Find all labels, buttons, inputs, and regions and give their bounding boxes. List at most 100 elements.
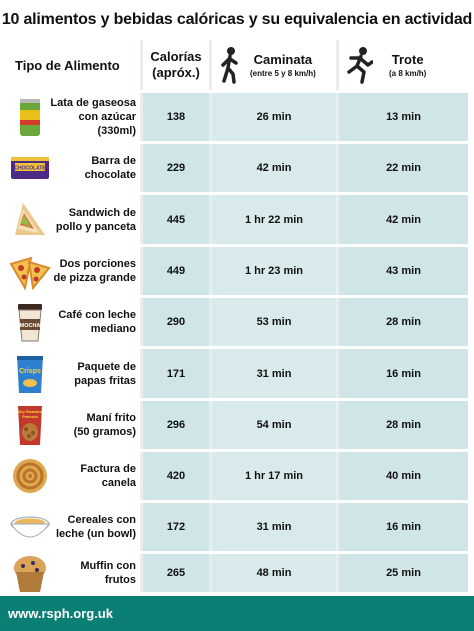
jog-cell: 25 min	[339, 554, 468, 592]
footer-url[interactable]: www.rsph.org.uk	[8, 606, 113, 621]
pizza-icon	[9, 256, 51, 291]
food-label-line1: Café con leche	[58, 309, 136, 321]
footer-bar: www.rsph.org.uk	[0, 596, 474, 631]
walk-cell: 1 hr 23 min	[212, 247, 336, 295]
walk-cell: 48 min	[212, 554, 336, 592]
calories-cell: 296	[143, 401, 209, 449]
chocolate-wrapper-text: CHOCOLATE	[14, 166, 46, 172]
food-label: Muffin con frutos	[50, 559, 136, 587]
jog-cell: 43 min	[339, 247, 468, 295]
food-cell: CHOCOLATE Barra de chocolate	[6, 144, 140, 192]
row-separator	[6, 295, 468, 298]
jog-cell: 13 min	[339, 93, 468, 141]
running-person-icon	[347, 47, 373, 84]
food-label: Café con leche mediano	[58, 308, 136, 336]
header-calories: Calorías (apróx.)	[143, 40, 209, 90]
calories-cell: 138	[143, 93, 209, 141]
coffee-sleeve-text: MOCHA	[20, 323, 41, 329]
walk-cell: 1 hr 17 min	[212, 452, 336, 500]
calories-cell: 265	[143, 554, 209, 592]
walk-cell: 42 min	[212, 144, 336, 192]
peanuts-bag-text-line2: Peanuts	[22, 414, 38, 419]
calories-cell: 290	[143, 298, 209, 346]
table-row: Sandwich de pollo y panceta 445 1 hr 22 …	[6, 195, 468, 244]
row-separator	[6, 244, 468, 247]
header-calories-line1: Calorías	[150, 49, 202, 64]
table-row: Factura de canela 420 1 hr 17 min 40 min	[6, 452, 468, 500]
jog-cell: 40 min	[339, 452, 468, 500]
chips-bag-text: Crisps	[19, 368, 41, 375]
header-jog: Trote (a 8 km/h)	[339, 40, 468, 90]
food-label-line1: Paquete de	[77, 360, 136, 373]
calories-cell: 445	[143, 195, 209, 244]
calories-cell: 172	[143, 503, 209, 551]
header-walk-label: Caminata	[253, 51, 313, 67]
food-label-line2: mediano	[90, 323, 136, 335]
food-label-line1: Maní frito	[86, 412, 137, 424]
header-food: Tipo de Alimento	[6, 40, 140, 90]
food-cell: Lata de gaseosa con azúcar (330ml)	[6, 93, 140, 141]
coffee-cup-icon: MOCHA	[18, 304, 42, 342]
food-label-line2: chocolate	[84, 169, 136, 181]
calories-cell: 229	[143, 144, 209, 192]
header-walk-text: Caminata (entre 5 y 8 km/h)	[250, 52, 316, 79]
sandwich-icon	[15, 202, 45, 235]
muffin-icon	[14, 556, 46, 592]
food-cell: Dos porciones de pizza grande	[6, 247, 140, 295]
row-separator	[6, 192, 468, 195]
food-label-line2: pollo y panceta	[55, 220, 136, 233]
food-label-line1: Barra de	[91, 155, 136, 167]
table-row: Cereales con leche (un bowl) 172 31 min …	[6, 503, 468, 551]
food-label: Maní frito (50 gramos)	[74, 411, 136, 439]
walking-person-icon	[221, 47, 238, 84]
food-label-line2: (50 gramos)	[73, 426, 136, 438]
page-title: 10 alimentos y bebidas calóricas y su eq…	[1, 11, 473, 28]
food-label-line1: Muffin con frutos	[80, 560, 136, 586]
table-row: Muffin con frutos 265 48 min 25 min	[6, 554, 468, 592]
food-label-line1: Lata de gaseosa	[50, 97, 136, 109]
food-label: Paquete de papas fritas	[74, 360, 136, 388]
chips-bag-icon: Crisps	[17, 355, 43, 393]
food-label-line1: Sandwich de	[68, 206, 136, 219]
food-label: Dos porciones de pizza grande	[53, 257, 136, 285]
food-cell: Dry Roasted Peanuts Maní frito (50 gramo…	[6, 401, 140, 449]
peanuts-bag-icon: Dry Roasted Peanuts	[18, 406, 42, 445]
jog-cell: 22 min	[339, 144, 468, 192]
food-label-line1: Dos porciones	[59, 258, 136, 270]
food-label-line2: papas fritas	[74, 374, 136, 387]
header-walk: Caminata (entre 5 y 8 km/h)	[212, 40, 336, 90]
header-walk-sub: (entre 5 y 8 km/h)	[250, 68, 316, 78]
calories-cell: 171	[143, 349, 209, 398]
walk-cell: 54 min	[212, 401, 336, 449]
chocolate-bar-icon: CHOCOLATE	[11, 157, 49, 179]
table-row: Crisps Paquete de papas fritas 171 31 mi…	[6, 349, 468, 398]
row-separator	[6, 346, 468, 349]
food-label: Cereales con leche (un bowl)	[56, 513, 136, 541]
row-separator	[6, 500, 468, 503]
row-separator	[6, 141, 468, 144]
walk-cell: 1 hr 22 min	[212, 195, 336, 244]
cereal-bowl-icon	[10, 516, 50, 538]
header-jog-text: Trote (a 8 km/h)	[389, 52, 426, 79]
food-cell: Muffin con frutos	[6, 554, 140, 592]
jog-cell: 16 min	[339, 503, 468, 551]
jog-cell: 16 min	[339, 349, 468, 398]
food-cell: Sandwich de pollo y panceta	[6, 195, 140, 244]
walk-cell: 26 min	[212, 93, 336, 141]
calories-cell: 420	[143, 452, 209, 500]
calories-cell: 449	[143, 247, 209, 295]
food-label: Barra de chocolate	[85, 154, 136, 182]
row-separator	[6, 449, 468, 452]
header-calories-line2: (apróx.)	[152, 65, 200, 80]
food-label: Factura de canela	[80, 462, 136, 490]
food-label-line1: Factura de	[80, 463, 136, 475]
walk-cell: 31 min	[212, 349, 336, 398]
food-label-line2: con azúcar (330ml)	[78, 111, 136, 137]
row-separator	[6, 90, 468, 93]
table-header-row: Tipo de Alimento Calorías (apróx.) Camin…	[6, 40, 468, 90]
jog-cell: 42 min	[339, 195, 468, 244]
calorie-table: Tipo de Alimento Calorías (apróx.) Camin…	[6, 40, 468, 592]
table-row: Dos porciones de pizza grande 449 1 hr 2…	[6, 247, 468, 295]
food-label: Lata de gaseosa con azúcar (330ml)	[50, 96, 136, 138]
table-row: Dry Roasted Peanuts Maní frito (50 gramo…	[6, 401, 468, 449]
